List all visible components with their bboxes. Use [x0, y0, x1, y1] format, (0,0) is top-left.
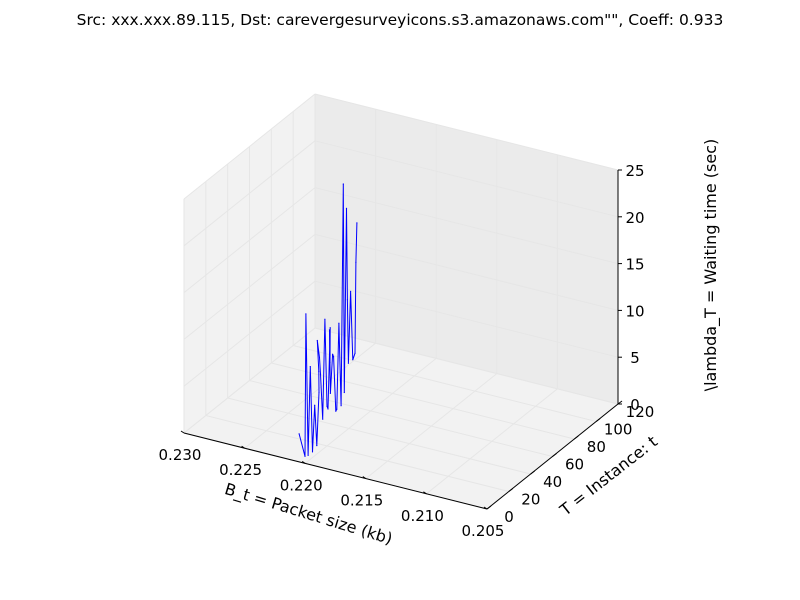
- x-tick-label: 0.205: [462, 522, 505, 540]
- x-tick-label: 0.210: [401, 507, 444, 525]
- data-point: [298, 433, 300, 435]
- data-point: [345, 207, 348, 209]
- grid-line-z: [314, 187, 619, 265]
- y-tick-mark: [552, 453, 557, 457]
- data-point: [329, 392, 331, 394]
- data-point: [332, 353, 334, 355]
- grid-line-y: [227, 397, 531, 475]
- series-line: [298, 183, 358, 457]
- data-point: [305, 313, 307, 315]
- x-axis-ticks: 0.205 0.210 0.215 0.220 0.225 0.230: [159, 430, 505, 540]
- grid-line-z: [314, 140, 619, 218]
- x-tick-mark: [362, 476, 367, 480]
- grid-line-z: [314, 93, 619, 171]
- grid-line-z: [183, 93, 316, 200]
- data-point: [314, 404, 316, 406]
- data-point: [343, 391, 345, 394]
- z-tick-label: 0: [630, 396, 640, 414]
- data-point: [346, 299, 348, 301]
- grid-line-y: [249, 380, 553, 457]
- grid-line-y: [271, 362, 575, 440]
- data-point: [304, 455, 306, 457]
- x-tick-mark: [301, 460, 306, 464]
- back-pane: [315, 94, 618, 404]
- data-point: [322, 418, 324, 420]
- grid-line-z: [314, 233, 619, 311]
- chart-title: Src: xxx.xxx.89.115, Dst: carevergesurve…: [77, 11, 724, 29]
- grid-line-z: [183, 234, 316, 340]
- y-tick-label: 40: [543, 473, 562, 491]
- y-tick-label: 20: [521, 491, 540, 509]
- z-tick-label: 10: [625, 302, 644, 320]
- data-point: [307, 454, 309, 456]
- y-tick-label: 0: [504, 508, 514, 526]
- data-point: [329, 327, 331, 329]
- grid-line-z: [183, 187, 316, 293]
- data-point: [318, 370, 320, 372]
- data-point: [329, 362, 331, 364]
- data-point: [318, 391, 320, 393]
- x-tick-label: 0.230: [159, 446, 202, 464]
- grid-line-z: [314, 327, 619, 405]
- grid-lines: [183, 93, 619, 510]
- grid-line-z: [183, 280, 316, 387]
- z-tick-label: 15: [625, 256, 644, 274]
- data-point: [329, 359, 331, 361]
- data-point: [326, 405, 328, 407]
- z-axis-ticks: 0 5 10 15 20 25: [618, 162, 645, 414]
- x-tick-mark: [423, 491, 427, 495]
- grid-line-z: [183, 327, 316, 434]
- y-tick-mark: [595, 418, 601, 422]
- grid-line-z: [314, 280, 619, 358]
- data-point: [355, 261, 357, 263]
- x-tick-label: 0.225: [219, 461, 262, 479]
- data-point: [328, 329, 331, 331]
- z-tick-label: 20: [625, 209, 644, 227]
- data-point: [354, 352, 356, 354]
- data-point: [309, 366, 311, 368]
- data-point: [347, 362, 349, 364]
- data-point: [333, 356, 335, 358]
- data-point: [324, 318, 326, 320]
- z-tick-label: 25: [625, 162, 644, 180]
- data-point: [316, 339, 318, 342]
- y-tick-mark: [574, 435, 579, 440]
- x-tick-mark: [483, 506, 488, 510]
- grid-line-z: [183, 140, 316, 247]
- x-axis-line: [183, 432, 488, 510]
- y-tick-mark: [530, 470, 535, 475]
- y-tick-label: 100: [604, 421, 633, 439]
- data-point: [356, 222, 358, 224]
- y-tick-mark: [508, 488, 514, 492]
- data-point: [338, 322, 340, 324]
- y-tick-label: 80: [587, 438, 606, 456]
- data-point: [318, 356, 321, 359]
- y-tick-label: 60: [565, 456, 584, 474]
- data-point: [327, 408, 329, 410]
- x-tick-label: 0.220: [280, 476, 323, 494]
- data-point: [350, 290, 352, 292]
- x-tick-label: 0.215: [340, 492, 383, 510]
- z-axis-label: \lambda_T = Waiting time (sec): [701, 139, 721, 392]
- data-point: [316, 445, 318, 447]
- x-tick-mark: [180, 430, 185, 434]
- data-point: [335, 410, 337, 412]
- z-tick-label: 5: [630, 349, 640, 367]
- data-point: [336, 408, 338, 410]
- grid-line-y: [205, 415, 509, 492]
- y-tick-mark: [486, 505, 492, 510]
- y-tick-label: 120: [626, 403, 655, 421]
- data-series: [298, 183, 358, 457]
- data-point: [352, 359, 354, 361]
- data-point: [319, 373, 322, 375]
- x-tick-mark: [241, 445, 245, 449]
- data-point: [340, 405, 342, 407]
- data-point: [342, 183, 344, 185]
- data-point: [311, 451, 314, 453]
